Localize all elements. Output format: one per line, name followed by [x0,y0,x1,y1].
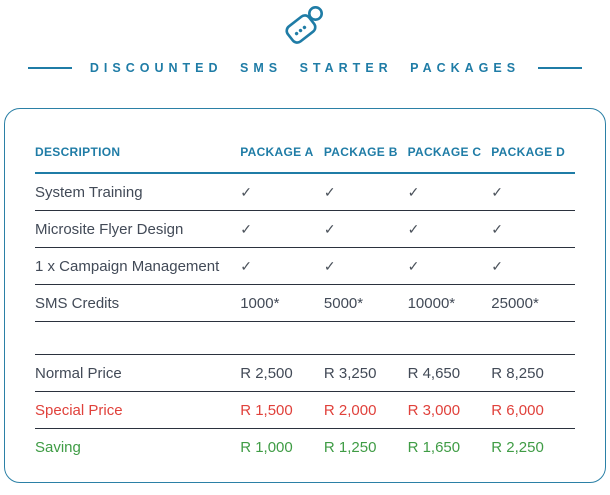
pricing-table: DESCRIPTION PACKAGE A PACKAGE B PACKAGE C PA… [35,145,575,465]
column-header-description: DESCRIPTION [35,145,241,174]
icon-area [0,0,610,52]
cell-value: R 2,250 [491,439,544,456]
checkmark-icon: ✓ [240,210,324,248]
cell-value: R 4,650 [407,354,492,392]
cell-value [407,321,492,355]
cell-value [323,321,408,355]
checkmark-icon: ✓ [323,173,408,211]
cell-value: 5000* [323,284,408,322]
row-label: Special Price [35,391,241,429]
checkmark-icon: ✓ [323,210,408,248]
table-header-row: DESCRIPTION PACKAGE A PACKAGE B PACKAGE C PA… [35,145,575,174]
cell-value: R 2,000 [323,391,408,429]
row-label [35,321,241,355]
checkmark-icon: ✓ [240,173,324,211]
heading-rule-left [27,67,72,69]
checkmark-icon: ✓ [491,210,575,248]
cell-value: R 1,650 [407,439,461,456]
section-heading: DISCOUNTED SMS STARTER PACKAGES [0,55,610,81]
table-row-special-price: Special Price R 1,500 R 2,000 R 3,000 R 6,00… [35,391,575,429]
column-header-package-a: PACKAGE A [240,145,324,174]
row-label: Normal Price [35,354,241,392]
table-row-1-x-campaign-management: 1 x Campaign Management ✓ ✓ ✓ ✓ [35,247,575,285]
column-header-package-b: PACKAGE B [323,145,408,174]
column-header-package-d: PACKAGE D [491,145,575,174]
checkmark-icon: ✓ [407,210,492,248]
cell-value: 25000* [491,284,575,322]
column-header-package-c: PACKAGE C [407,145,492,174]
cell-value: R 6,000 [491,391,575,429]
cell-value: R 8,250 [491,354,575,392]
cell-value: 10000* [407,284,492,322]
checkmark-icon: ✓ [491,247,575,285]
page-title: DISCOUNTED SMS STARTER PACKAGES [89,61,521,75]
checkmark-icon: ✓ [323,247,408,285]
row-label: SMS Credits [35,284,241,322]
cell-value [240,321,324,355]
checkmark-icon: ✓ [240,247,324,285]
cell-value: 1000* [240,284,324,322]
cell-value: R 3,250 [323,354,408,392]
row-label: 1 x Campaign Management [35,247,241,285]
table-row-sms-credits: SMS Credits 1000* 5000* 10000* 25000* [35,284,575,322]
cell-value: R 1,500 [240,391,324,429]
price-tag-icon [285,6,323,44]
table-row-system-training: System Training ✓ ✓ ✓ ✓ [35,173,575,211]
table-row-microsite-flyer-design: Microsite Flyer Design ✓ ✓ ✓ ✓ [35,210,575,248]
cell-value: R 3,000 [407,391,492,429]
checkmark-icon: ✓ [407,247,492,285]
row-label: Saving [35,439,81,456]
cell-value [491,321,575,355]
cell-value: R 1,000 [240,439,293,456]
pricing-card: DESCRIPTION PACKAGE A PACKAGE B PACKAGE C PA… [4,108,606,483]
row-label: Microsite Flyer Design [35,210,241,248]
checkmark-icon: ✓ [407,173,492,211]
table-row-spacer [35,321,575,355]
cell-value: R 1,250 [323,439,377,456]
row-label: System Training [35,173,241,211]
heading-rule-right [538,67,583,69]
cell-value: R 2,500 [240,354,324,392]
checkmark-icon: ✓ [491,173,575,211]
table-row-saving: Saving R 1,000 R 1,250 R 1,650 R 2,250 [35,429,575,466]
table-row-normal-price: Normal Price R 2,500 R 3,250 R 4,650 R 8,250 [35,354,575,392]
